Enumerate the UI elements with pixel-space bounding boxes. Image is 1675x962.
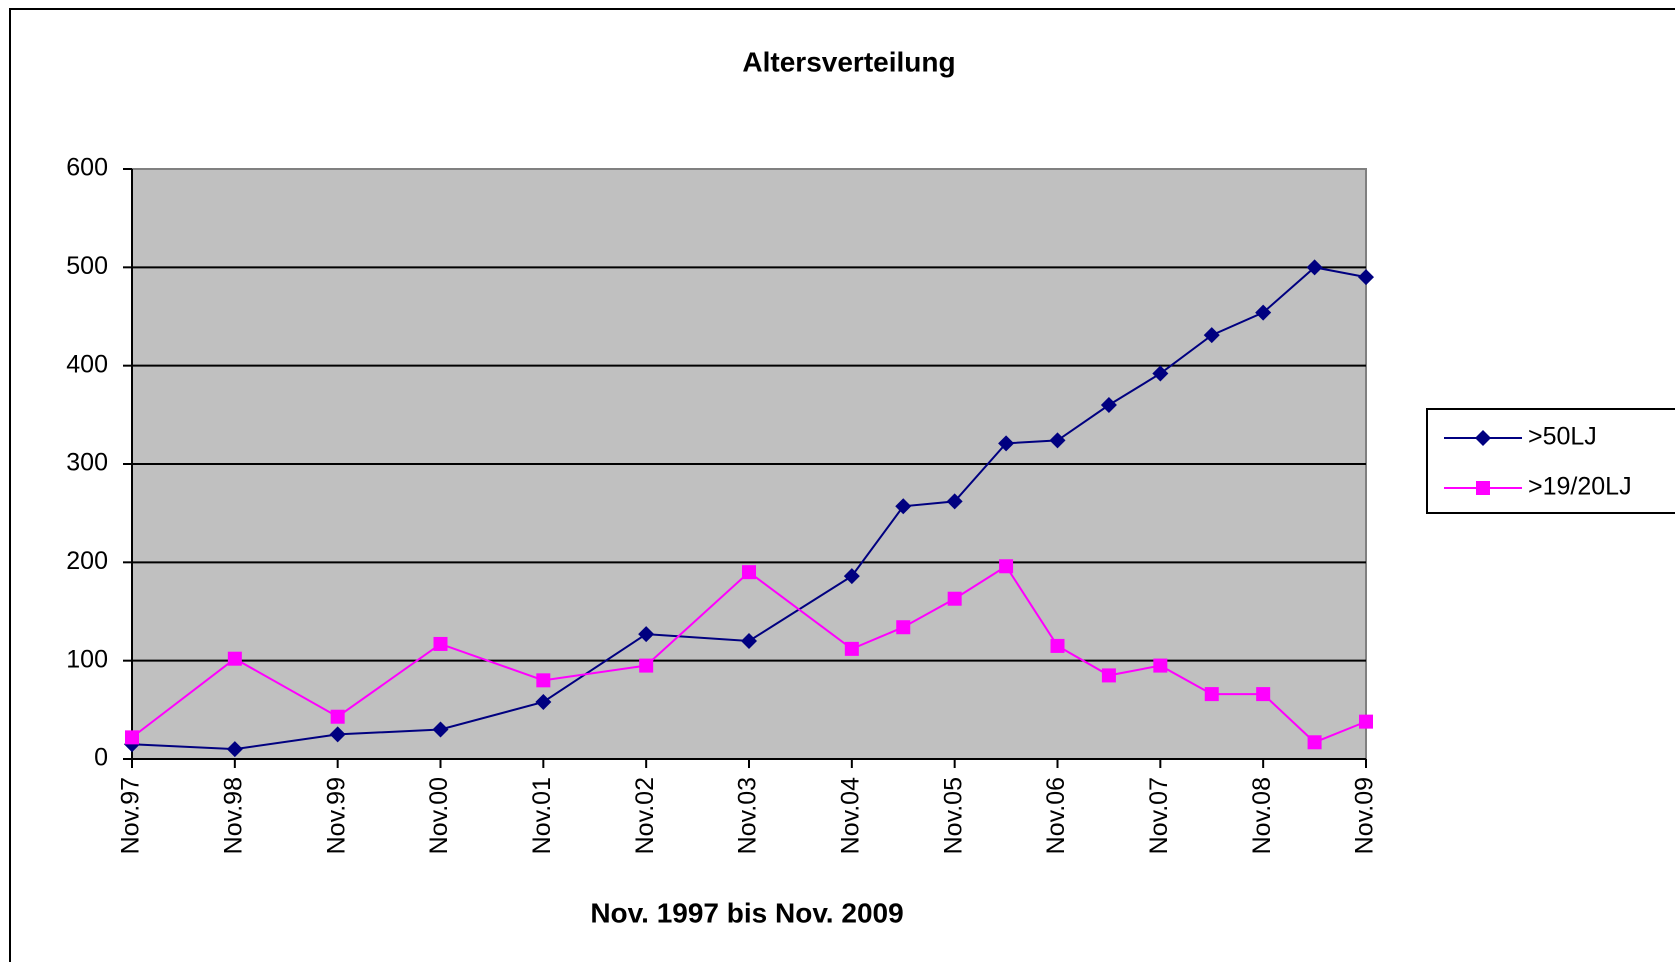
y-tick-label: 600	[66, 154, 108, 182]
x-tick-label: Nov.06	[1042, 777, 1070, 854]
x-tick-label: Nov.01	[528, 777, 556, 854]
y-tick-label: 100	[66, 645, 108, 673]
marker	[638, 626, 655, 643]
marker	[998, 435, 1015, 452]
x-tick-label: Nov.02	[631, 777, 659, 854]
y-tick-label: 300	[66, 449, 108, 477]
series-line	[131, 564, 1367, 744]
legend-label: >19/20LJ	[1528, 473, 1632, 501]
legend-marker	[1476, 481, 1490, 495]
marker	[1100, 397, 1117, 413]
marker	[1049, 432, 1066, 449]
x-tick-label: Nov.09	[1351, 777, 1379, 854]
marker	[1203, 327, 1220, 344]
marker	[1358, 269, 1374, 286]
x-axis-label: Nov. 1997 bis Nov. 2009	[590, 897, 903, 928]
marker	[536, 673, 551, 688]
marker	[1153, 658, 1168, 673]
x-tick-label: Nov.08	[1248, 777, 1276, 854]
marker	[843, 568, 860, 585]
y-tick-label: 200	[66, 547, 108, 575]
marker	[1255, 304, 1272, 321]
x-tick-label: Nov.04	[836, 777, 864, 854]
marker	[432, 721, 449, 738]
x-tick-label: Nov.99	[322, 777, 350, 854]
x-tick-label: Nov.97	[117, 777, 145, 854]
marker	[946, 493, 963, 510]
marker	[226, 741, 243, 758]
x-tick-label: Nov.07	[1145, 777, 1173, 854]
marker	[1101, 668, 1116, 683]
legend-label: >50LJ	[1528, 423, 1597, 451]
marker	[125, 730, 139, 745]
marker	[896, 620, 911, 635]
x-tick-label: Nov.00	[425, 777, 453, 854]
marker	[1050, 638, 1065, 653]
marker	[742, 565, 756, 580]
legend-marker	[1475, 430, 1491, 446]
marker	[741, 633, 757, 649]
x-tick-label: Nov.98	[219, 777, 247, 854]
marker	[1307, 735, 1322, 750]
y-tick-label: 400	[66, 350, 108, 378]
series-line	[131, 266, 1367, 751]
marker	[330, 709, 345, 724]
legend	[1426, 408, 1675, 514]
marker	[1152, 365, 1169, 382]
x-tick-label: Nov.03	[734, 777, 762, 854]
marker	[844, 641, 859, 656]
chart-title: Altersverteilung	[742, 46, 955, 77]
y-tick-label: 500	[66, 252, 108, 280]
marker	[433, 636, 448, 651]
marker	[1256, 687, 1271, 702]
x-tick-label: Nov.05	[939, 777, 967, 854]
marker	[535, 693, 552, 710]
marker	[227, 651, 242, 666]
marker	[947, 591, 962, 606]
marker	[1204, 687, 1219, 702]
marker	[329, 726, 346, 743]
marker	[999, 559, 1014, 574]
marker	[1306, 259, 1323, 276]
marker	[1359, 714, 1373, 729]
marker	[895, 498, 912, 515]
y-tick-label: 0	[94, 744, 108, 772]
marker	[639, 658, 654, 673]
